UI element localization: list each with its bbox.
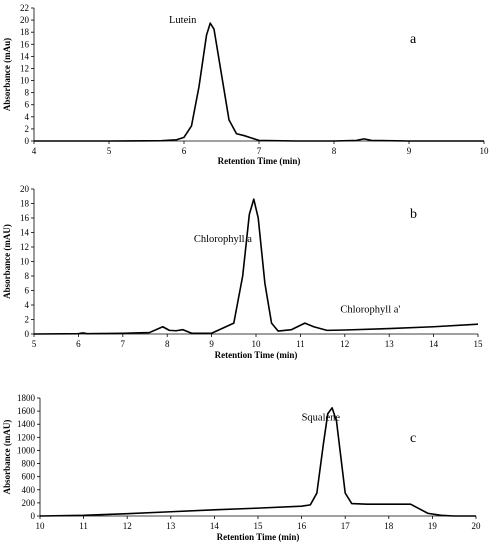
y-tick-label: 1600 xyxy=(17,406,36,416)
y-tick-label: 2 xyxy=(25,124,30,134)
x-tick-label: 10 xyxy=(480,146,490,156)
x-tick-label: 9 xyxy=(407,146,412,156)
y-tick-label: 0 xyxy=(31,511,36,521)
x-tick-label: 10 xyxy=(252,339,262,349)
x-tick-label: 14 xyxy=(210,521,220,531)
x-tick-label: 7 xyxy=(121,339,126,349)
y-tick-label: 10 xyxy=(20,257,30,267)
x-tick-label: 16 xyxy=(297,521,307,531)
y-tick-label: 4 xyxy=(25,112,30,122)
x-tick-label: 13 xyxy=(385,339,395,349)
y-tick-label: 400 xyxy=(22,485,36,495)
x-tick-label: 5 xyxy=(32,339,37,349)
y-tick-label: 16 xyxy=(20,213,30,223)
y-tick-label: 1400 xyxy=(17,419,36,429)
chromatogram-trace xyxy=(34,22,484,142)
x-axis-label: Retention Time (min) xyxy=(218,156,301,166)
y-tick-label: 14 xyxy=(20,51,30,61)
y-tick-label: 800 xyxy=(22,459,36,469)
x-tick-label: 11 xyxy=(296,339,305,349)
y-tick-label: 2 xyxy=(25,315,30,325)
y-tick-label: 20 xyxy=(20,184,30,194)
x-tick-label: 12 xyxy=(340,339,349,349)
y-axis-label: Absorbance (mAU) xyxy=(2,420,12,495)
y-tick-label: 4 xyxy=(25,300,30,310)
y-tick-label: 6 xyxy=(25,100,30,110)
y-tick-label: 8 xyxy=(25,88,30,98)
y-tick-label: 1200 xyxy=(17,432,36,442)
x-tick-label: 19 xyxy=(428,521,438,531)
peak-label: Chlorophyll a' xyxy=(340,304,400,315)
y-tick-label: 10 xyxy=(20,76,30,86)
peak-label: Squalene xyxy=(302,412,341,423)
y-tick-label: 1800 xyxy=(17,393,36,403)
x-tick-label: 17 xyxy=(341,521,351,531)
x-tick-label: 8 xyxy=(165,339,170,349)
y-tick-label: 1000 xyxy=(17,445,36,455)
x-tick-label: 9 xyxy=(209,339,214,349)
y-tick-label: 16 xyxy=(20,39,30,49)
x-tick-label: 18 xyxy=(384,521,394,531)
y-tick-label: 20 xyxy=(20,15,30,25)
y-tick-label: 22 xyxy=(20,3,29,13)
y-tick-label: 0 xyxy=(25,136,30,146)
x-tick-label: 7 xyxy=(257,146,262,156)
x-tick-label: 12 xyxy=(123,521,132,531)
peak-label: Chlorophyll a xyxy=(194,234,252,245)
y-tick-label: 18 xyxy=(20,27,30,37)
y-tick-label: 12 xyxy=(20,242,29,252)
x-tick-label: 10 xyxy=(36,521,46,531)
y-tick-label: 12 xyxy=(20,63,29,73)
y-axis-label: Absorbance (mAu) xyxy=(2,38,12,111)
chromatogram-trace xyxy=(39,407,476,517)
y-tick-label: 200 xyxy=(22,498,36,508)
panel-label: b xyxy=(410,207,417,222)
y-tick-label: 8 xyxy=(25,271,30,281)
y-tick-label: 0 xyxy=(25,329,30,339)
panel-label: a xyxy=(410,32,417,47)
peak-label: Lutein xyxy=(169,15,197,26)
x-tick-label: 5 xyxy=(107,146,112,156)
y-axis-label: Absorbance (mAU) xyxy=(2,224,12,299)
y-tick-label: 6 xyxy=(25,286,30,296)
x-tick-label: 6 xyxy=(76,339,81,349)
x-axis-label: Retention Time (min) xyxy=(217,532,300,542)
x-tick-label: 13 xyxy=(166,521,176,531)
x-tick-label: 11 xyxy=(79,521,88,531)
y-tick-label: 14 xyxy=(20,228,30,238)
chromatogram-trace xyxy=(33,198,479,335)
y-tick-label: 18 xyxy=(20,199,30,209)
x-tick-label: 20 xyxy=(472,521,482,531)
x-tick-label: 15 xyxy=(474,339,484,349)
x-tick-label: 6 xyxy=(182,146,187,156)
panel-label: c xyxy=(410,431,416,446)
x-tick-label: 14 xyxy=(429,339,439,349)
x-tick-label: 4 xyxy=(32,146,37,156)
x-axis-label: Retention Time (min) xyxy=(215,350,298,360)
y-tick-label: 600 xyxy=(22,472,36,482)
x-tick-label: 8 xyxy=(332,146,337,156)
x-tick-label: 15 xyxy=(254,521,264,531)
